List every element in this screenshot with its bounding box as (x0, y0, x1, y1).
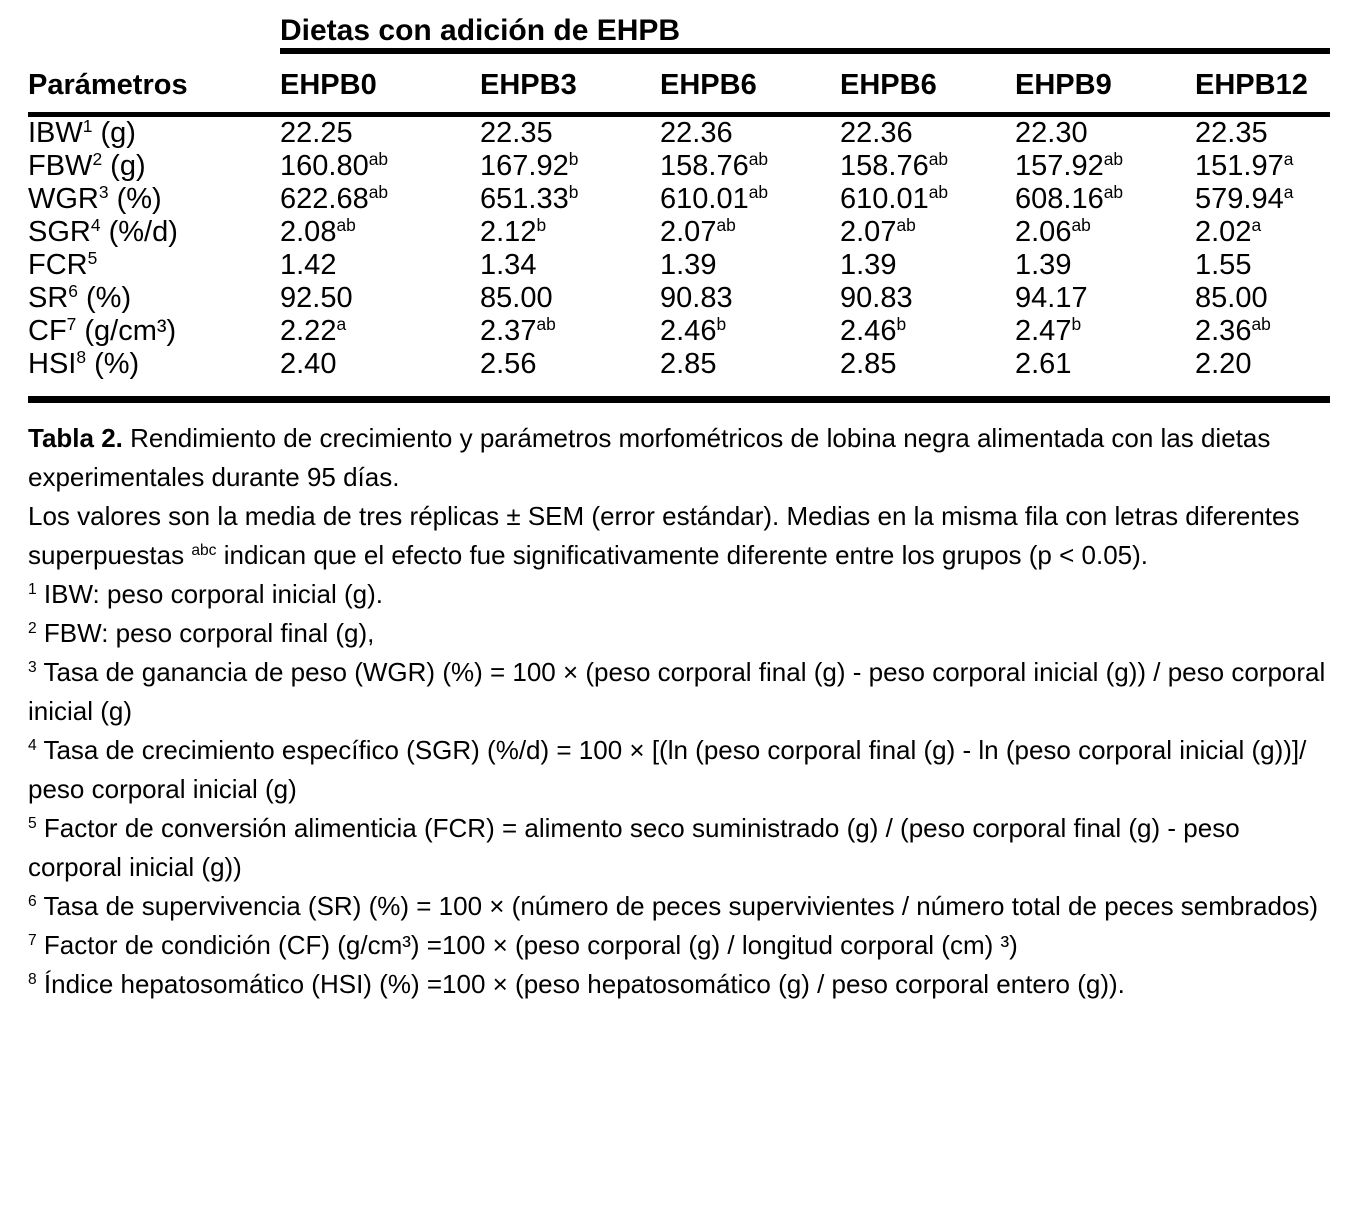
table-cell: 85.00 (480, 282, 553, 314)
footnotes: 1 IBW: peso corporal inicial (g). 2 FBW: … (28, 575, 1330, 1004)
column-header: EHPB3 (480, 51, 660, 117)
table-row: FCR5 1.42 1.34 1.39 1.39 1.39 1.55 (28, 249, 1330, 282)
spanner-spacer-cell (28, 14, 280, 51)
note-sup: abc (191, 542, 217, 560)
row-label: FCR5 (28, 248, 98, 281)
table-cell: 1.39 (1015, 249, 1072, 281)
table-cell: 1.42 (280, 249, 337, 281)
table-caption-block: Tabla 2. Rendimiento de crecimiento y pa… (28, 419, 1330, 1004)
table-cell: 2.02a (1195, 215, 1262, 248)
table-row: SR6 (%) 92.50 85.00 90.83 90.83 94.17 85.00 (28, 282, 1330, 315)
table-cell: 1.39 (840, 249, 897, 281)
table-body: IBW1 (g) 22.25 22.35 22.36 22.36 22.30 22.35 FB… (28, 115, 1330, 403)
note-line: Los valores son la media de tres réplica… (28, 497, 1330, 575)
row-label: SGR4 (%/d) (28, 215, 178, 248)
table-row: WGR3 (%) 622.68ab 651.33b 610.01ab 610.01ab 6… (28, 183, 1330, 216)
table-cell: 579.94a (1195, 182, 1294, 215)
table-cell: 610.01ab (840, 182, 949, 215)
table-cell: 1.34 (480, 249, 537, 281)
table-cell: 2.20 (1195, 348, 1330, 403)
table-cell: 2.40 (280, 348, 480, 403)
footnote: 1 IBW: peso corporal inicial (g). (28, 579, 384, 609)
table-cell: 610.01ab (660, 182, 769, 215)
column-header: EHPB12 (1195, 51, 1330, 117)
table-cell: 2.56 (480, 348, 660, 403)
table-cell: 22.30 (1015, 117, 1088, 149)
table-cell: 90.83 (660, 282, 733, 314)
table-row: IBW1 (g) 22.25 22.35 22.36 22.36 22.30 22.35 (28, 115, 1330, 151)
table-cell: 94.17 (1015, 282, 1088, 314)
table-cell: 158.76ab (840, 149, 949, 182)
table-cell: 622.68ab (280, 182, 389, 215)
table-cell: 2.22a (280, 314, 347, 347)
table-cell: 2.46b (840, 314, 907, 347)
table-cell: 608.16ab (1015, 182, 1124, 215)
footnote: 8 Índice hepatosomático (HSI) (%) =100 ×… (28, 969, 1125, 999)
table-cell: 157.92ab (1015, 149, 1124, 182)
growth-performance-table: Dietas con adición de EHPB Parámetros EH… (28, 14, 1330, 403)
table-cell: 2.85 (840, 348, 1015, 403)
row-label: FBW2 (g) (28, 149, 146, 182)
spanner-row: Dietas con adición de EHPB (28, 14, 1330, 54)
row-label: HSI8 (%) (28, 348, 280, 403)
footnote: 2 FBW: peso corporal final (g), (28, 618, 375, 648)
table-cell: 2.36ab (1195, 314, 1271, 347)
table-cell: 22.35 (480, 117, 553, 149)
footnote: 7 Factor de condición (CF) (g/cm³) =100 … (28, 930, 1018, 960)
row-label: CF7 (g/cm³) (28, 314, 177, 347)
table-cell: 2.08ab (280, 215, 356, 248)
caption-label: Tabla 2. (28, 423, 123, 453)
row-label: SR6 (%) (28, 281, 132, 314)
footnote: 6 Tasa de supervivencia (SR) (%) = 100 ×… (28, 891, 1319, 921)
table-cell: 2.37ab (480, 314, 556, 347)
column-header: EHPB0 (280, 51, 480, 117)
table-spanner-title: Dietas con adición de EHPB (280, 14, 1330, 54)
table-cell: 2.06ab (1015, 215, 1091, 248)
note-part1: Los valores son la media de tres réplica… (28, 501, 1300, 570)
table-cell: 2.07ab (660, 215, 736, 248)
footnote: 3 Tasa de ganancia de peso (WGR) (%) = 1… (28, 657, 1326, 726)
table-cell: 22.36 (840, 117, 913, 149)
table-cell: 2.46b (660, 314, 727, 347)
table-cell: 2.85 (660, 348, 840, 403)
table-cell: 651.33b (480, 182, 579, 215)
table-row: SGR4 (%/d) 2.08ab 2.12b 2.07ab 2.07ab 2.06ab 2… (28, 216, 1330, 249)
column-header: EHPB9 (1015, 51, 1195, 117)
table-row: FBW2 (g) 160.80ab 167.92b 158.76ab 158.76ab 1… (28, 150, 1330, 183)
table-cell: 22.36 (660, 117, 733, 149)
table-cell: 160.80ab (280, 149, 389, 182)
table-cell: 22.25 (280, 117, 353, 149)
caption-text: Rendimiento de crecimiento y parámetros … (28, 423, 1271, 492)
table-cell: 151.97a (1195, 149, 1294, 182)
footnote: 4 Tasa de crecimiento específico (SGR) (… (28, 735, 1307, 804)
caption-line: Tabla 2. Rendimiento de crecimiento y pa… (28, 419, 1330, 497)
table-cell: 90.83 (840, 282, 913, 314)
table-cell: 2.61 (1015, 348, 1195, 403)
table-row: HSI8 (%) 2.40 2.56 2.85 2.85 2.61 2.20 (28, 348, 1330, 403)
table-cell: 2.07ab (840, 215, 916, 248)
footnote: 5 Factor de conversión alimenticia (FCR)… (28, 813, 1240, 882)
row-label: WGR3 (%) (28, 182, 162, 215)
table-cell: 2.47b (1015, 314, 1082, 347)
table-cell: 1.39 (660, 249, 717, 281)
column-header: EHPB6 (660, 51, 840, 117)
table-cell: 85.00 (1195, 282, 1268, 314)
table-cell: 92.50 (280, 282, 353, 314)
table-cell: 22.35 (1195, 117, 1268, 149)
table-row: CF7 (g/cm³) 2.22a 2.37ab 2.46b 2.46b 2.47b 2.3… (28, 315, 1330, 348)
header-row: Parámetros EHPB0 EHPB3 EHPB6 EHPB6 EHPB9 EHPB… (28, 51, 1330, 117)
note-part2: indican que el efecto fue significativam… (216, 540, 1148, 570)
column-header-parametros: Parámetros (28, 51, 280, 117)
table-cell: 158.76ab (660, 149, 769, 182)
table-cell: 167.92b (480, 149, 579, 182)
row-label: IBW1 (g) (28, 116, 136, 149)
table-cell: 1.55 (1195, 249, 1252, 281)
table-cell: 2.12b (480, 215, 547, 248)
column-header: EHPB6 (840, 51, 1015, 117)
